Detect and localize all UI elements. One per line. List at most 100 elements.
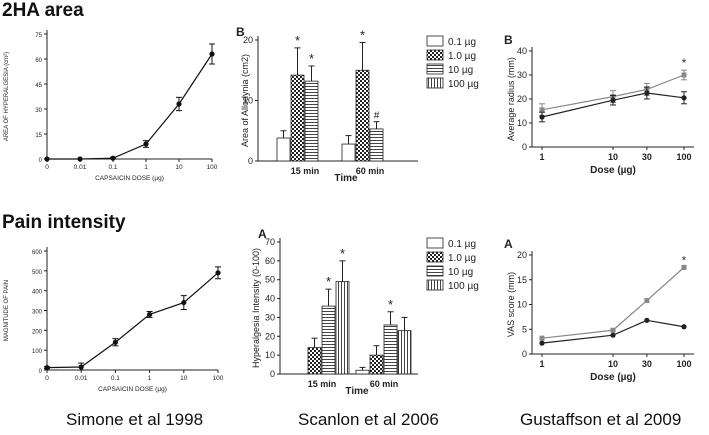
- simone-pain-y-tick-label: 100: [32, 349, 43, 355]
- simone-area-y-tick-label: 15: [35, 133, 42, 139]
- gustaffson-vas-point: [610, 327, 616, 333]
- scanlon-hyperalgesia-y-tick-label: 70: [265, 237, 275, 247]
- scanlon-hyperalgesia-y-tick-label: 50: [265, 275, 275, 285]
- gustaffson-vas-annotation: *: [682, 253, 687, 267]
- simone-pain-y-tick-label: 300: [32, 310, 43, 316]
- scanlon-allodynia-y-tick-label: 0: [248, 156, 253, 166]
- scanlon-hyperalgesia-y-tick-label: 20: [265, 331, 275, 341]
- gustaffson-vas-point: [539, 335, 545, 341]
- simone-area-chart: 0 15 30 45 60 75 AREA OF HYPERALGESIA (cm²) CAP…: [4, 30, 218, 182]
- scanlon-allodynia-category-label: 15 min: [291, 166, 320, 176]
- gustaffson-vas-xlabel: Dose (µg): [590, 372, 636, 383]
- gustaffson-vas-y-tick-label: 20: [517, 250, 527, 260]
- gustaffson-radius-x-tick-label: 30: [642, 152, 652, 162]
- scanlon-hyperalgesia-category-label: 60 min: [370, 379, 399, 389]
- simone-pain-x-tick-label: 0.1: [111, 375, 120, 382]
- simone-area-x-tick-label: 0.1: [108, 164, 117, 171]
- gustaffson-vas-chart: 0 5 10 15 20 VAS score (mm) Dose (µg) A 1 10 30 100…: [504, 237, 694, 383]
- gustaffson-vas-panel-label: A: [504, 237, 513, 251]
- gustaffson-radius-y-tick-label: 10: [517, 118, 527, 128]
- scanlon-hyperalgesia-chart: 0 10 20 30 40 50 60 70 Hyperalgesia Intensity (0…: [251, 227, 479, 397]
- simone-area-x-tick-label: 10: [175, 164, 183, 171]
- scanlon-hyperalgesia-bar: [335, 281, 350, 375]
- scanlon-hyperalgesia-legend-label: 1.0 µg: [448, 253, 476, 264]
- scanlon-allodynia-y-tick-label: 10: [243, 96, 253, 106]
- scanlon-hyperalgesia-y-tick-label: 10: [265, 350, 275, 360]
- gustaffson-vas-y-tick-label: 10: [517, 300, 527, 310]
- gustaffson-radius-point: [610, 97, 616, 103]
- simone-area-y-tick-label: 30: [35, 108, 42, 114]
- simone-area-point: [143, 141, 149, 147]
- scanlon-hyperalgesia-y-tick-label: 40: [265, 294, 275, 304]
- caption-simone: Simone et al 1998: [66, 410, 204, 429]
- simone-pain-y-tick-label: 200: [32, 329, 43, 335]
- gustaffson-radius-panel-label: B: [504, 33, 513, 47]
- scanlon-hyperalgesia-annotation: *: [388, 297, 393, 312]
- gustaffson-vas-series-line: [541, 319, 685, 344]
- scanlon-hyperalgesia-legend-label: 10 µg: [448, 267, 473, 278]
- gustaffson-radius-ylabel: Average radius (mm): [506, 57, 516, 141]
- simone-pain-point: [181, 299, 187, 306]
- scanlon-hyperalgesia-bar: [307, 347, 322, 375]
- gustaffson-radius-xlabel: Dose (µg): [590, 165, 636, 176]
- simone-pain-xlabel: CAPSAICIN DOSE (µg): [98, 386, 167, 393]
- simone-area-y-tick-label: 60: [35, 58, 42, 64]
- simone-area-point: [110, 155, 116, 161]
- scanlon-hyperalgesia-y-tick-label: 30: [265, 312, 275, 322]
- simone-area-point: [209, 51, 215, 57]
- simone-pain-point: [78, 364, 84, 370]
- gustaffson-vas-y-tick-label: 15: [517, 275, 527, 285]
- scanlon-hyperalgesia-annotation: *: [340, 246, 345, 261]
- simone-area-y-tick-label: 45: [35, 83, 42, 89]
- scanlon-allodynia-category-label: 60 min: [356, 166, 385, 176]
- scanlon-hyperalgesia-y-tick-label: 60: [265, 256, 275, 266]
- scanlon-allodynia-legend-label: 10 µg: [448, 65, 473, 76]
- gustaffson-radius-y-tick-label: 40: [517, 46, 527, 56]
- gustaffson-vas-point: [644, 298, 650, 304]
- gustaffson-radius-annotation: *: [682, 56, 687, 70]
- scanlon-allodynia-bar: [304, 80, 319, 162]
- scanlon-hyperalgesia-legend-swatch: [426, 265, 444, 277]
- simone-area-x-tick-label: 1: [144, 164, 148, 171]
- gustaffson-vas-point: [539, 340, 545, 346]
- scanlon-hyperalgesia-category-label: 15 min: [308, 379, 337, 389]
- simone-pain-x-tick-label: 100: [213, 375, 224, 382]
- scanlon-hyperalgesia-bar: [397, 330, 412, 375]
- scanlon-hyperalgesia-ylabel: Hyperalgesia Intensity (0-100): [251, 248, 261, 368]
- simone-pain-series-line: [46, 272, 219, 369]
- gustaffson-radius-point: [539, 114, 545, 120]
- scanlon-allodynia-bar: [290, 74, 305, 162]
- scanlon-hyperalgesia-bar: [369, 354, 384, 375]
- gustaffson-radius-x-tick-label: 10: [608, 152, 618, 162]
- gustaffson-radius-point: [681, 72, 687, 78]
- scanlon-allodynia-legend-label: 100 µg: [448, 79, 479, 90]
- simone-pain-x-tick-label: 10: [180, 375, 188, 382]
- scanlon-allodynia-annotation: #: [374, 111, 380, 122]
- gustaffson-radius-x-tick-label: 100: [676, 152, 691, 162]
- scanlon-hyperalgesia-annotation: *: [326, 274, 331, 289]
- gustaffson-vas-x-tick-label: 30: [642, 359, 652, 369]
- simone-pain-y-tick-label: 600: [32, 250, 43, 256]
- gustaffson-radius-series-line: [541, 74, 685, 111]
- scanlon-allodynia-annotation: *: [309, 51, 314, 66]
- scanlon-allodynia-legend-swatch: [426, 63, 444, 75]
- gustaffson-vas-point: [681, 264, 687, 270]
- simone-area-x-tick-label: 0: [45, 164, 49, 171]
- simone-pain-x-tick-label: 0: [45, 375, 49, 382]
- scanlon-hyperalgesia-y-tick-label: 0: [270, 369, 275, 379]
- simone-area-x-tick-label: 100: [207, 164, 218, 171]
- scanlon-allodynia-bar: [355, 69, 370, 162]
- scanlon-allodynia-bar: [341, 143, 356, 162]
- gustaffson-radius-y-tick-label: 0: [522, 142, 527, 152]
- gustaffson-vas-point: [681, 324, 687, 330]
- scanlon-hyperalgesia-panel-label: A: [258, 227, 267, 241]
- simone-pain-y-tick-label: 500: [32, 270, 43, 276]
- simone-area-ylabel: AREA OF HYPERALGESIA (cm²): [4, 52, 10, 141]
- simone-pain-ylabel: MAGNITUDE OF PAIN: [4, 280, 10, 341]
- gustaffson-vas-x-tick-label: 100: [676, 359, 691, 369]
- gustaffson-vas-series-line: [541, 266, 685, 339]
- simone-pain-y-tick-label: 0: [39, 369, 43, 375]
